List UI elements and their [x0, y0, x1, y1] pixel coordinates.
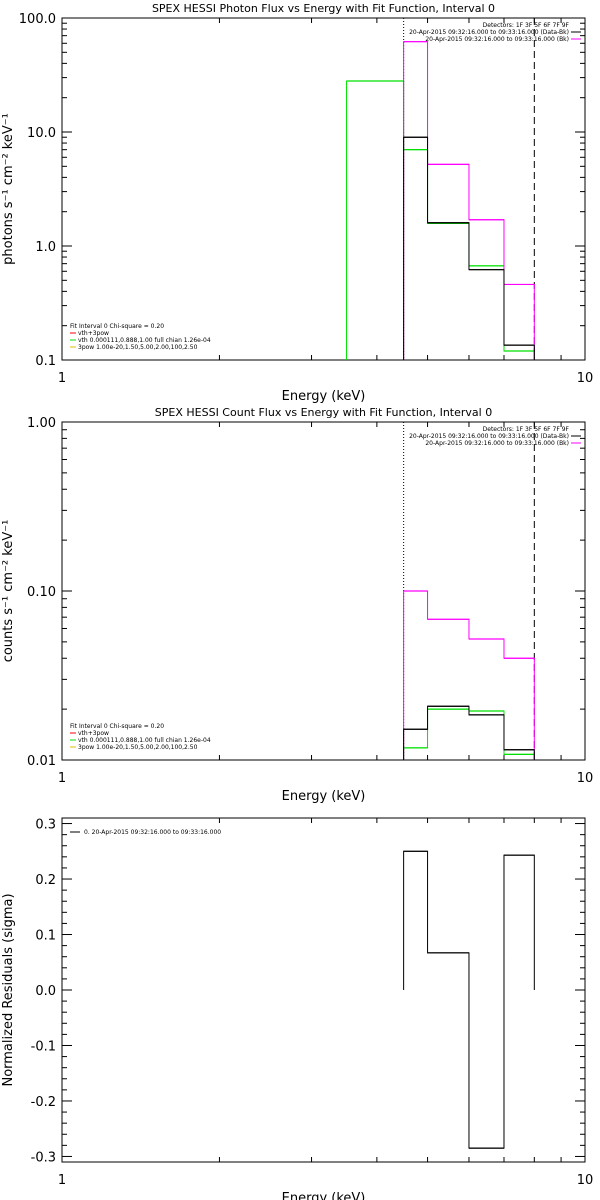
count-series-0-step-line	[403, 705, 535, 760]
resid-y-tick-label: 0.1	[35, 929, 56, 944]
photon-fit-legend-entry: vth 0.000111,0.888,1.00 full chian 1.26e…	[78, 337, 211, 344]
photon-y-tick-label: 0.1	[35, 354, 56, 369]
count-panel	[61, 421, 586, 761]
count-x-tick-label: 1	[58, 771, 66, 786]
resid-legend-entry: 0. 20-Apr-2015 09:32:16.000 to 09:33:16.…	[84, 829, 221, 836]
count-y-tick-label: 0.10	[27, 585, 56, 600]
photon-series-0-step-line	[403, 136, 535, 360]
resid-y-tick-label: 0.3	[35, 818, 56, 833]
resid-plot-frame	[61, 817, 586, 1163]
count-fit-legend-entry: vth+3pow	[78, 730, 109, 737]
photon-y-axis-label: photons s⁻¹ cm⁻² keV⁻¹	[1, 113, 16, 265]
resid-series-0-step-line	[403, 850, 535, 1149]
count-fit-legend-entry: 3pow 1.00e-20,1.50,5.00,2.00,100,2.50	[78, 744, 198, 751]
count-fit-legend-entry: Fit Interval 0 Chi-square = 0.20	[70, 723, 164, 730]
count-fit-legend-entry: vth 0.000111,0.888,1.00 full chian 1.26e…	[78, 737, 211, 744]
resid-series-group	[403, 850, 535, 1149]
photon-series-2-step-line	[346, 80, 535, 360]
count-series-1-step-line	[403, 590, 535, 760]
count-legend-entry: 20-Apr-2015 09:32:16.000 to 09:33:16.000…	[409, 433, 569, 440]
photon-x-tick-label: 10	[577, 371, 594, 386]
resid-x-axis-label: Energy (keV)	[282, 1191, 366, 1200]
resid-y-tick-label: -0.2	[31, 1095, 56, 1110]
count-plot-frame	[61, 421, 586, 761]
resid-y-tick-label: -0.1	[31, 1039, 56, 1054]
count-x-tick-label: 10	[577, 771, 594, 786]
photon-panel	[61, 17, 586, 361]
photon-title: SPEX HESSI Photon Flux vs Energy with Fi…	[152, 2, 495, 15]
count-title: SPEX HESSI Count Flux vs Energy with Fit…	[155, 406, 492, 419]
resid-x-tick-label: 1	[58, 1173, 66, 1188]
photon-fit-legend-entry: 3pow 1.00e-20,1.50,5.00,2.00,100,2.50	[78, 344, 198, 351]
count-legend-entry: 20-Apr-2015 09:32:16.000 to 09:33:16.000…	[425, 440, 569, 447]
photon-fit-legend-entry: vth+3pow	[78, 330, 109, 337]
resid-x-tick-label: 10	[577, 1173, 594, 1188]
photon-series-1-step-line	[403, 41, 535, 360]
count-y-tick-label: 0.01	[27, 754, 56, 769]
photon-legend-entry: Detectors: 1F 3F 5F 6F 7F 9F	[483, 22, 570, 29]
count-y-tick-label: 1.00	[27, 416, 56, 431]
resid-panel	[61, 817, 586, 1163]
count-series-group	[403, 422, 535, 760]
resid-y-tick-label: -0.3	[31, 1150, 56, 1165]
resid-y-tick-label: 0.2	[35, 873, 56, 888]
photon-fit-legend-entry: Fit Interval 0 Chi-square = 0.20	[70, 323, 164, 330]
count-x-axis-label: Energy (keV)	[282, 789, 366, 804]
photon-x-axis-label: Energy (keV)	[282, 389, 366, 404]
photon-legend-entry: 20-Apr-2015 09:32:16.000 to 09:33:16.000…	[409, 29, 569, 36]
photon-y-tick-label: 100.0	[19, 12, 56, 27]
photon-x-tick-label: 1	[58, 371, 66, 386]
photon-y-tick-label: 10.0	[27, 126, 56, 141]
photon-legend-entry: 20-Apr-2015 09:32:16.000 to 09:33:16.000…	[425, 36, 569, 43]
resid-y-axis-label: Normalized Residuals (sigma)	[1, 893, 16, 1086]
count-y-axis-label: counts s⁻¹ cm⁻² keV⁻¹	[1, 520, 16, 663]
count-legend-entry: Detectors: 1F 3F 5F 6F 7F 9F	[483, 426, 570, 433]
photon-y-tick-label: 1.0	[35, 240, 56, 255]
photon-plot-frame	[61, 17, 586, 361]
resid-y-tick-label: 0.0	[35, 984, 56, 999]
photon-series-group	[346, 18, 535, 360]
